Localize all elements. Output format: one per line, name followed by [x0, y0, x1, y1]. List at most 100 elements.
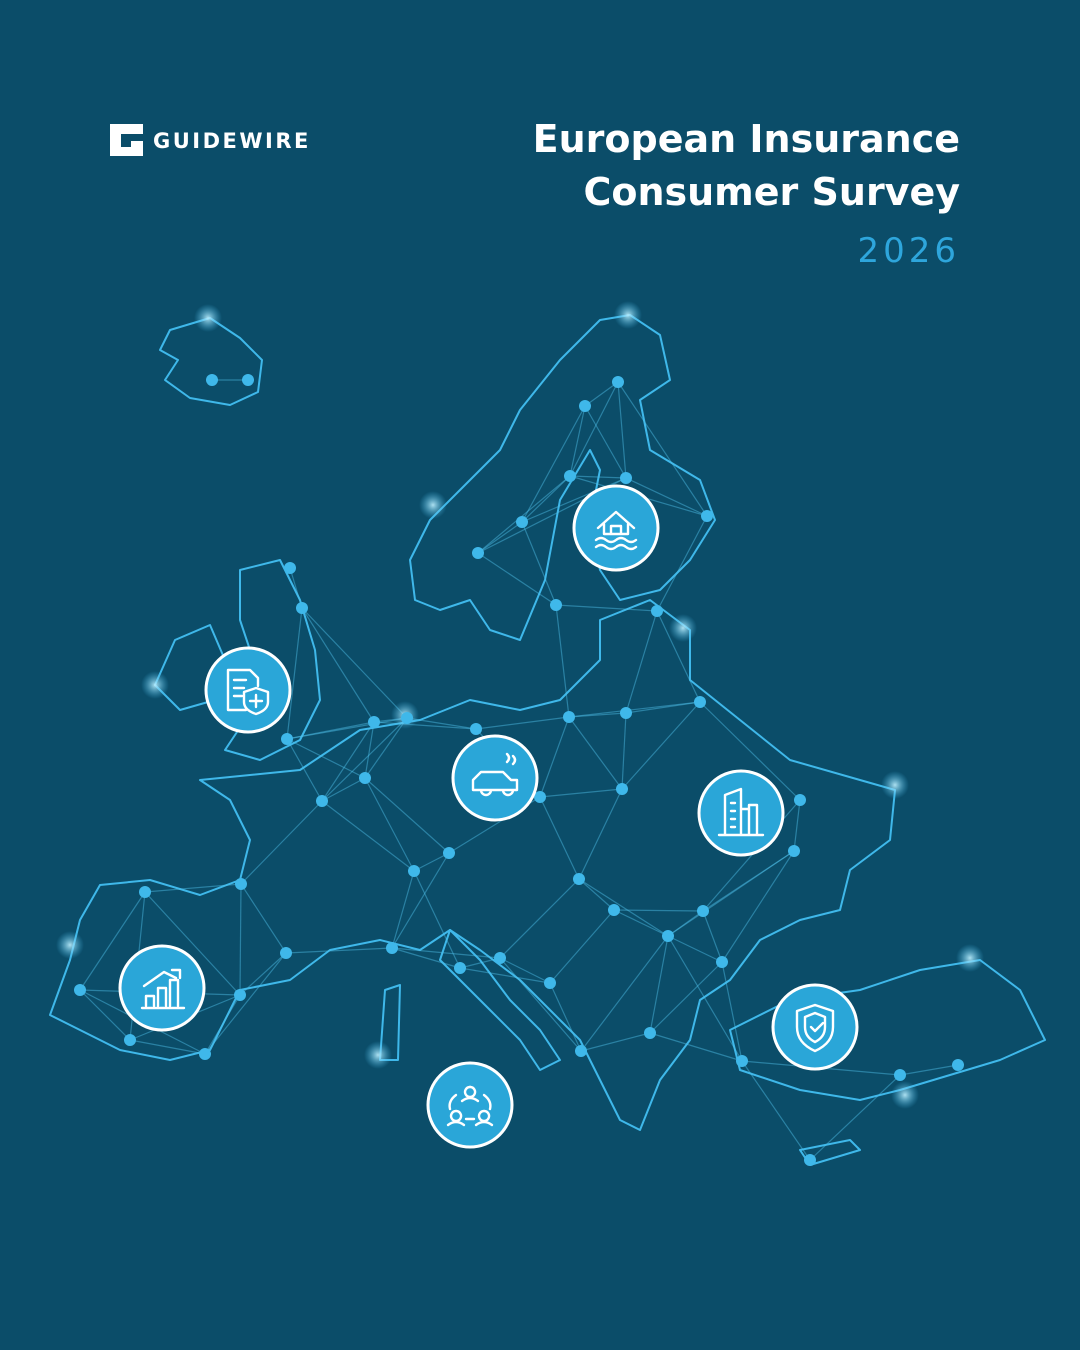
- edge: [285, 947, 393, 954]
- edge: [475, 716, 570, 730]
- badge-circle: [451, 734, 539, 822]
- edge: [549, 909, 615, 984]
- edge: [459, 957, 501, 969]
- edge: [613, 909, 669, 937]
- edge: [286, 717, 408, 740]
- glow: [141, 671, 169, 699]
- turkey: [729, 959, 1046, 1101]
- edge: [539, 788, 623, 798]
- edge: [617, 381, 627, 479]
- badge-glyph: [140, 968, 186, 1010]
- edge: [413, 870, 461, 969]
- node: [74, 984, 86, 996]
- badge-glyph: [594, 510, 638, 551]
- node: [234, 989, 246, 1001]
- edge: [406, 717, 477, 730]
- badge-circle: [771, 983, 859, 1071]
- edge: [584, 405, 627, 479]
- icon-badge: [771, 983, 859, 1071]
- edge: [569, 475, 627, 479]
- edge: [656, 610, 701, 703]
- glow: [669, 614, 697, 642]
- node: [575, 1045, 587, 1057]
- edge: [286, 738, 323, 802]
- edge: [321, 717, 408, 802]
- node: [788, 845, 800, 857]
- node: [608, 904, 620, 916]
- badge-glyph: [471, 752, 519, 797]
- edge: [477, 475, 571, 554]
- node: [612, 376, 624, 388]
- edge: [568, 712, 627, 718]
- edge: [301, 607, 375, 723]
- edge: [702, 910, 723, 963]
- node: [620, 707, 632, 719]
- icon-badge: [572, 484, 660, 572]
- edge: [899, 1064, 959, 1076]
- node: [620, 472, 632, 484]
- badge-circle: [572, 484, 660, 572]
- node: [235, 878, 247, 890]
- edge: [625, 701, 701, 714]
- node: [579, 400, 591, 412]
- edge: [204, 994, 241, 1055]
- edge: [477, 552, 557, 606]
- title-line: Consumer Survey: [583, 170, 960, 214]
- edge: [549, 982, 582, 1052]
- edge: [667, 935, 743, 1062]
- edge: [580, 1032, 651, 1052]
- node: [534, 791, 546, 803]
- edge: [391, 870, 415, 949]
- edge: [239, 952, 287, 996]
- node: [368, 716, 380, 728]
- glow: [956, 944, 984, 972]
- edge: [578, 878, 669, 937]
- edge: [555, 604, 570, 718]
- glow: [364, 1041, 392, 1069]
- node: [544, 977, 556, 989]
- edge: [625, 610, 658, 714]
- icon-badge: [204, 646, 292, 734]
- edge: [129, 1039, 206, 1055]
- node: [494, 952, 506, 964]
- edge: [741, 1060, 811, 1161]
- node: [242, 374, 254, 386]
- edge: [521, 405, 586, 523]
- edge: [667, 850, 795, 937]
- node: [443, 847, 455, 859]
- icon-badge: [118, 944, 206, 1032]
- edge: [613, 909, 704, 912]
- edge: [477, 521, 523, 554]
- node: [716, 956, 728, 968]
- node: [516, 516, 528, 528]
- edge: [373, 721, 477, 730]
- node: [139, 886, 151, 898]
- edge: [286, 607, 303, 740]
- badge-glyph: [446, 1085, 494, 1127]
- edge: [721, 961, 743, 1062]
- node: [736, 1055, 748, 1067]
- node: [952, 1059, 964, 1071]
- icon-badge: [426, 1061, 514, 1149]
- edge: [364, 721, 375, 779]
- node: [124, 1034, 136, 1046]
- node: [573, 873, 585, 885]
- edge: [809, 1074, 901, 1161]
- edge: [364, 777, 415, 872]
- node: [697, 905, 709, 917]
- edge: [649, 961, 723, 1034]
- edge: [499, 957, 582, 1052]
- edge: [391, 947, 501, 959]
- edge: [578, 878, 615, 911]
- edge: [539, 796, 580, 880]
- node: [284, 562, 296, 574]
- node: [359, 772, 371, 784]
- scandinavia: [409, 314, 716, 641]
- glow: [881, 771, 909, 799]
- edge: [649, 935, 669, 1034]
- node: [401, 712, 413, 724]
- edge: [656, 515, 708, 612]
- edge: [699, 701, 801, 801]
- node: [296, 602, 308, 614]
